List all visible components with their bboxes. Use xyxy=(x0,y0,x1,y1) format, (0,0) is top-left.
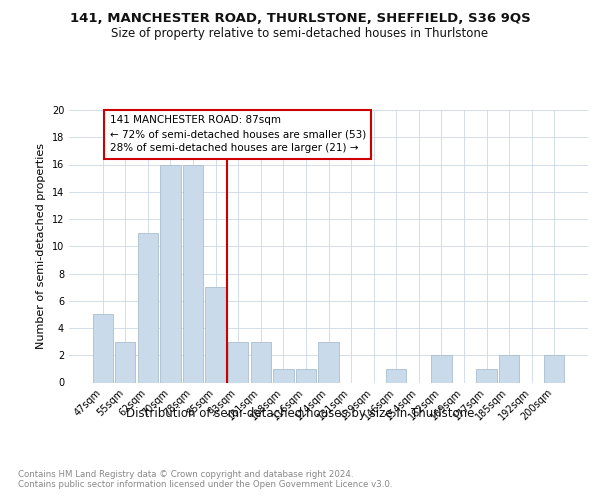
Y-axis label: Number of semi-detached properties: Number of semi-detached properties xyxy=(36,143,46,349)
Bar xyxy=(273,369,293,382)
Bar xyxy=(138,232,158,382)
Bar xyxy=(228,342,248,382)
Bar xyxy=(386,369,406,382)
Text: Contains HM Land Registry data © Crown copyright and database right 2024.
Contai: Contains HM Land Registry data © Crown c… xyxy=(18,470,392,490)
Text: Size of property relative to semi-detached houses in Thurlstone: Size of property relative to semi-detach… xyxy=(112,28,488,40)
Bar xyxy=(296,369,316,382)
Text: 141 MANCHESTER ROAD: 87sqm
← 72% of semi-detached houses are smaller (53)
28% of: 141 MANCHESTER ROAD: 87sqm ← 72% of semi… xyxy=(110,116,366,154)
Bar xyxy=(251,342,271,382)
Bar xyxy=(544,355,565,382)
Text: 141, MANCHESTER ROAD, THURLSTONE, SHEFFIELD, S36 9QS: 141, MANCHESTER ROAD, THURLSTONE, SHEFFI… xyxy=(70,12,530,26)
Bar xyxy=(431,355,452,382)
Bar xyxy=(115,342,136,382)
Bar xyxy=(160,164,181,382)
Bar xyxy=(205,287,226,382)
Bar xyxy=(499,355,519,382)
Bar xyxy=(476,369,497,382)
Bar xyxy=(319,342,338,382)
Bar xyxy=(92,314,113,382)
Bar xyxy=(183,164,203,382)
Text: Distribution of semi-detached houses by size in Thurlstone: Distribution of semi-detached houses by … xyxy=(126,408,474,420)
